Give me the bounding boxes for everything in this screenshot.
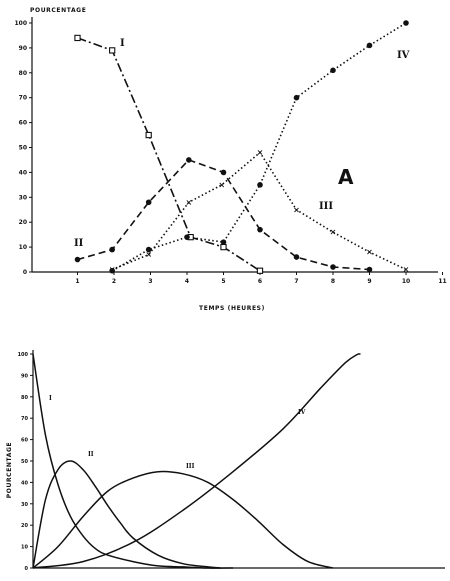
- chart-a-point: [293, 94, 300, 101]
- chart-a-x-tick-label: 8: [331, 278, 335, 285]
- chart-a-point: ×: [366, 248, 373, 257]
- chart-a-y-tick-label: 40: [19, 169, 27, 176]
- chart-b-y-tick-label: 50: [21, 459, 28, 465]
- chart-b-y-tick-label: 30: [21, 502, 28, 508]
- chart-a-x-tick-label: 2: [112, 278, 116, 285]
- chart-b-curve-4: [32, 353, 359, 569]
- chart-a-point: [220, 239, 227, 245]
- chart-b-curves: [32, 353, 361, 569]
- chart-a-point: ×: [185, 198, 192, 207]
- chart-a-point: [256, 267, 264, 274]
- chart-a-x-tick-label: 1: [75, 278, 79, 285]
- chart-a-point: [145, 199, 152, 206]
- chart-a-x-tick-label: 5: [221, 278, 225, 285]
- chart-a-x-tick-label: 9: [367, 278, 371, 285]
- chart-a-series-line-3: [111, 151, 407, 271]
- chart-b-axes: 0 10 20 30 40 50 60 70 80 90 100: [18, 350, 445, 572]
- chart-a-series-label-ii: II: [74, 238, 84, 249]
- chart-a-point: [184, 234, 190, 240]
- chart-a-point: [109, 267, 115, 274]
- chart-a-point: [220, 169, 227, 176]
- chart-a-point: ×: [330, 228, 337, 237]
- chart-b-y-tick-label: 40: [21, 480, 28, 486]
- chart-a-y-axis-title: POURCENTAGE: [30, 7, 86, 14]
- chart-a-y-tick-label: 0: [23, 269, 27, 276]
- chart-a-series-label-iv: IV: [397, 50, 410, 61]
- chart-b-y-tick-label: 100: [18, 352, 29, 358]
- chart-a-x-axis-title: TEMPS (HEURES): [199, 305, 265, 312]
- chart-b-curve-2: [32, 460, 221, 569]
- chart-a-point: ×: [145, 250, 152, 259]
- chart-a-x-tick-label: 3: [148, 278, 152, 285]
- chart-a-point: [145, 131, 152, 139]
- chart-b-curve-label-i: I: [49, 395, 52, 402]
- chart-a-point: [330, 264, 336, 270]
- chart-a-x-tick-label: 11: [438, 278, 446, 285]
- chart-a-axes: 0 10 20 30 40 50 60 70 80 90 100 1 2 3 4 5 6 7 8 9 10 11: [14, 17, 447, 285]
- chart-a-panel-label: A: [338, 165, 354, 189]
- chart-a-point: [74, 34, 81, 42]
- chart-a-point: [145, 246, 152, 253]
- chart-a-series-line-1: [77, 37, 261, 272]
- chart-a-y-tick-label: 60: [19, 120, 27, 127]
- chart-b-curve-label-ii: II: [88, 451, 94, 458]
- chart-b-y-tick-label: 10: [21, 545, 28, 551]
- chart-a-point: [74, 256, 81, 263]
- chart-a-y-tick-label: 50: [19, 145, 27, 152]
- chart-b-curve-1: [32, 353, 234, 569]
- chart-b-y-tick-label: 20: [21, 523, 28, 529]
- chart-a-x-tick-label: 7: [294, 278, 298, 285]
- chart-a-point: ×: [218, 180, 225, 189]
- chart-b-y-tick-label: 90: [21, 373, 28, 379]
- chart-a: POURCENTAGE TEMPS (HEURES) A 0 10 20 30 40 50…: [14, 7, 446, 312]
- chart-a-point: [109, 47, 116, 54]
- chart-b-y-tick-label: 80: [21, 395, 28, 401]
- chart-a-y-tick-label: 20: [19, 219, 27, 226]
- chart-a-point: [293, 254, 300, 260]
- chart-a-y-tick-label: 90: [19, 45, 27, 52]
- chart-a-y-tick-label: 10: [19, 244, 27, 251]
- chart-a-series-line-2: [77, 158, 370, 271]
- chart-a-series-line-4: [111, 22, 407, 272]
- chart-a-y-tick-label: 30: [19, 194, 27, 201]
- chart-b-y-tick-label: 60: [21, 438, 28, 444]
- chart-a-series-lines: [77, 22, 407, 272]
- chart-a-point: ×: [403, 265, 410, 274]
- chart-a-point: ×: [257, 148, 264, 157]
- chart-a-markers: ×××××××××: [74, 20, 410, 274]
- chart-b-curve-label-iv: IV: [298, 409, 306, 416]
- chart-a-point: [109, 246, 115, 253]
- chart-a-x-tick-label: 6: [258, 278, 262, 285]
- chart-a-point: [330, 67, 336, 74]
- chart-a-point: [220, 243, 227, 251]
- chart-a-series-label-i: I: [120, 38, 125, 49]
- chart-a-point: [257, 226, 263, 233]
- chart-b-y-tick-label: 0: [25, 566, 29, 572]
- chart-a-point: [186, 157, 192, 163]
- chart-b-y-tick-label: 70: [21, 416, 28, 422]
- chart-b-curve-label-iii: III: [186, 463, 195, 470]
- chart-a-point: [257, 182, 263, 188]
- chart-a-x-tick-label: 10: [402, 278, 410, 285]
- chart-a-x-tick-label: 4: [185, 278, 189, 285]
- chart-a-point: ×: [293, 205, 300, 214]
- chart-a-point: [403, 20, 409, 26]
- chart-a-y-tick-label: 80: [19, 70, 27, 77]
- chart-a-point: [366, 42, 373, 49]
- chart-a-y-tick-label: 70: [19, 95, 27, 102]
- chart-b-curve-3: [32, 470, 334, 569]
- chart-a-point: [366, 266, 373, 273]
- chart-b-y-axis-title: POURCENTAGE: [6, 442, 13, 498]
- chart-a-series-label-iii: III: [319, 201, 333, 212]
- chart-a-y-tick-label: 100: [14, 20, 27, 27]
